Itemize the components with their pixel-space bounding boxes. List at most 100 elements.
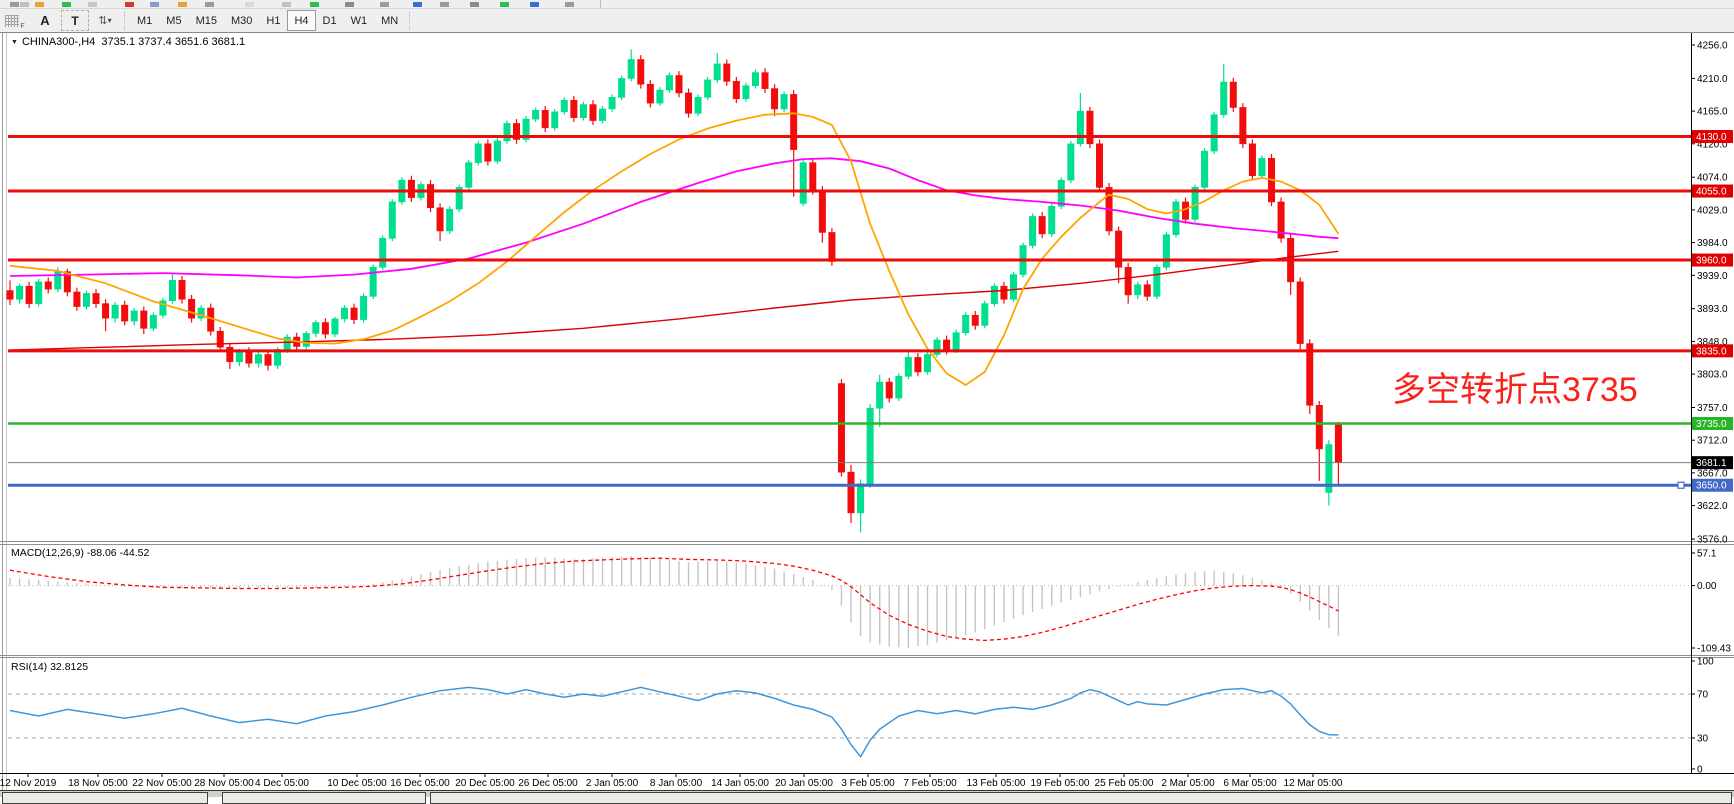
price-tick-label: 4256.0 — [1697, 41, 1728, 52]
bottom-tab-bar-sliver[interactable] — [0, 791, 1734, 804]
ma-fast-line — [9, 112, 1340, 387]
price-tick-label: 3622.0 — [1697, 501, 1728, 512]
toolbar-icon-fragment — [245, 2, 254, 7]
time-tick-label: 12 Nov 2019 — [0, 778, 57, 789]
time-tick-label: 22 Nov 05:00 — [132, 778, 192, 789]
grid-tool-f-label: F — [20, 23, 25, 30]
chevron-down-icon: ▾ — [107, 16, 112, 25]
rsi-axis-label: 100 — [1697, 657, 1714, 668]
svg-text:3835.0: 3835.0 — [1696, 346, 1727, 357]
arrow-tools-dropdown[interactable]: ⇅ ▾ — [91, 10, 119, 31]
price-badge-3650.0: 3650.0 — [1692, 478, 1733, 492]
price-tick-label: 3939.0 — [1697, 271, 1728, 282]
price-tick-label: 4074.0 — [1697, 173, 1728, 184]
toolbar-icon-fragment — [470, 2, 479, 7]
chart-ohlc-values: 3735.1 3737.4 3651.6 3681.1 — [101, 36, 246, 48]
svg-text:3735.0: 3735.0 — [1696, 419, 1727, 430]
svg-text:3650.0: 3650.0 — [1696, 481, 1727, 492]
macd-axis-label: 0.00 — [1697, 581, 1717, 592]
time-tick-label: 8 Jan 05:00 — [650, 778, 703, 789]
price-badge-3735.0: 3735.0 — [1692, 416, 1733, 430]
bottom-tab-stub[interactable] — [430, 792, 1732, 804]
price-tick-label: 3757.0 — [1697, 403, 1728, 414]
price-tick-label: 3984.0 — [1697, 238, 1728, 249]
bottom-tab-stub[interactable] — [222, 792, 426, 804]
time-tick-label: 25 Feb 05:00 — [1095, 778, 1154, 789]
price-tick-label: 3576.0 — [1697, 535, 1728, 546]
price-tick-label: 4029.0 — [1697, 205, 1728, 216]
chevron-down-icon: ▼ — [11, 39, 18, 46]
time-scale[interactable]: 12 Nov 2019 18 Nov 05:00 22 Nov 05:00 28 No… — [0, 774, 1343, 789]
time-tick-label: 4 Dec 05:00 — [255, 778, 309, 789]
time-tick-label: 7 Feb 05:00 — [903, 778, 957, 789]
toolbar-separator — [409, 11, 411, 30]
bottom-tab-stub[interactable] — [2, 792, 208, 804]
time-tick-label: 26 Dec 05:00 — [518, 778, 578, 789]
time-tick-label: 20 Dec 05:00 — [455, 778, 515, 789]
timeframe-button-M15[interactable]: M15 — [195, 14, 217, 27]
price-scale[interactable]: 4256.0 4210.0 4165.0 4120.0 4074.0 4029.0 3984… — [1691, 41, 1733, 776]
svg-text:4130.0: 4130.0 — [1696, 132, 1727, 143]
ma-slow-line — [9, 250, 1339, 351]
time-tick-label: 20 Jan 05:00 — [775, 778, 833, 789]
price-badge-3960.0: 3960.0 — [1692, 253, 1733, 267]
rsi-axis-label: 0 — [1697, 765, 1703, 776]
main-plot-area[interactable] — [8, 33, 1691, 541]
timeframe-button-H4[interactable]: H4 — [287, 10, 316, 31]
timeframe-button-MN[interactable]: MN — [381, 14, 399, 27]
timeframe-button-H1[interactable]: H1 — [266, 14, 281, 27]
price-badge-3835.0: 3835.0 — [1692, 344, 1733, 358]
price-tick-label: 3667.0 — [1697, 468, 1728, 479]
toolbar-icon-fragment — [413, 2, 422, 7]
text-a-button[interactable]: A — [40, 13, 50, 28]
main-toolbar: F A T ⇅ ▾ M1 M5 M15 M30 H1 H4 D1 W1 MN — [0, 9, 1734, 32]
toolbar-icon-fragment — [565, 2, 574, 7]
toolbar-icon-fragment — [62, 2, 71, 7]
price-badge-4130.0: 4130.0 — [1692, 130, 1733, 144]
timeframe-button-D1[interactable]: D1 — [322, 14, 337, 27]
timeframe-button-M1[interactable]: M1 — [137, 14, 153, 27]
price-tick-label: 4120.0 — [1697, 139, 1728, 150]
price-tick-label: 3803.0 — [1697, 370, 1728, 381]
top-toolbar-sliver — [0, 0, 1734, 9]
ma-mid-line — [9, 157, 1339, 279]
toolbar-icon-fragment — [440, 2, 449, 7]
time-tick-label: 2 Mar 05:00 — [1161, 778, 1215, 789]
level-line-3650.0[interactable] — [8, 481, 1691, 489]
toolbar-separator — [600, 0, 601, 8]
toolbar-icon-fragment — [125, 2, 134, 7]
grid-tool-button[interactable]: F — [1, 10, 29, 31]
text-t-button[interactable]: T — [61, 10, 89, 31]
rsi-line — [9, 686, 1339, 759]
time-tick-label: 6 Mar 05:00 — [1223, 778, 1277, 789]
time-tick-label: 28 Nov 05:00 — [194, 778, 254, 789]
macd-axis-label: -109.43 — [1697, 644, 1731, 655]
timeframe-button-M30[interactable]: M30 — [230, 14, 253, 27]
time-tick-label: 3 Feb 05:00 — [841, 778, 895, 789]
time-tick-label: 10 Dec 05:00 — [327, 778, 387, 789]
price-badge-3681.1: 3681.1 — [1692, 456, 1733, 470]
chart-title: ▼ CHINA300-,H4 3735.1 3737.4 3651.6 3681.… — [11, 36, 245, 48]
toolbar-icon-fragment — [35, 2, 44, 7]
svg-text:3681.1: 3681.1 — [1696, 458, 1727, 469]
rsi-axis-label: 30 — [1697, 734, 1709, 745]
toolbar-separator — [124, 11, 126, 30]
svg-text:3960.0: 3960.0 — [1696, 256, 1727, 267]
macd-signal-line — [9, 557, 1339, 642]
svg-text:4055.0: 4055.0 — [1696, 187, 1727, 198]
arrows-icon: ⇅ — [98, 15, 107, 27]
price-tick-label: 4165.0 — [1697, 107, 1728, 118]
toolbar-icon-fragment — [282, 2, 291, 7]
time-tick-label: 16 Dec 05:00 — [390, 778, 450, 789]
toolbar-icon-fragment — [205, 2, 214, 7]
time-tick-label: 2 Jan 05:00 — [586, 778, 639, 789]
candlestick-series — [6, 49, 1342, 533]
timeframe-button-M5[interactable]: M5 — [166, 14, 182, 27]
time-tick-label: 19 Feb 05:00 — [1031, 778, 1090, 789]
macd-indicator-label: MACD(12,26,9) -88.06 -44.52 — [11, 547, 150, 559]
time-tick-label: 12 Mar 05:00 — [1284, 778, 1343, 789]
timeframe-button-W1[interactable]: W1 — [350, 14, 368, 27]
toolbar-icon-fragment — [530, 2, 539, 7]
toolbar-icon-fragment — [10, 2, 19, 7]
